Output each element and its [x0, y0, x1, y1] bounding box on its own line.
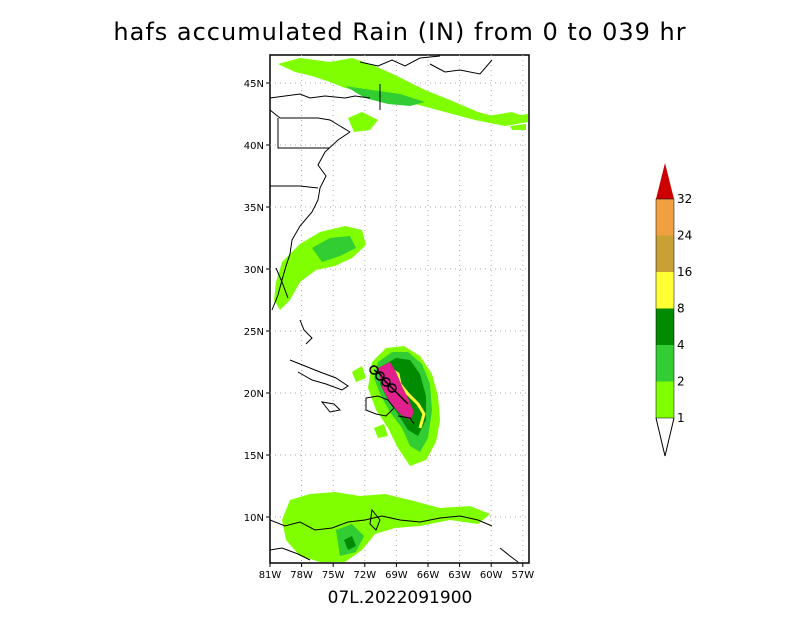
colorbar-label: 1: [677, 411, 685, 425]
rain-hurricane: [352, 346, 440, 466]
rain-caribbean-south: [282, 492, 490, 562]
colorbar-label: 8: [677, 302, 685, 316]
lat-tick-label: 40N: [244, 141, 264, 152]
colorbar-outline: [655, 198, 675, 419]
run-id: 07L.2022091900: [327, 588, 473, 608]
colorbar-segment: [656, 272, 674, 309]
colorbar-segment: [656, 308, 674, 345]
lon-tick-label: 57W: [511, 570, 534, 581]
lat-tick-label: 15N: [244, 451, 264, 462]
longitude-axis: 81W 78W 75W 72W 69W 66W 63W 60W 57W: [259, 563, 534, 581]
lat-tick-label: 25N: [244, 327, 264, 338]
lat-tick-label: 30N: [244, 265, 264, 276]
rain-northeast: [278, 58, 528, 132]
lon-tick-label: 81W: [259, 570, 282, 581]
lon-tick-label: 72W: [353, 570, 376, 581]
map-frame: [269, 54, 530, 564]
storm-track: [369, 365, 409, 405]
coastlines: [270, 55, 519, 563]
colorbar-segment: [656, 381, 674, 418]
lon-tick-label: 60W: [480, 570, 503, 581]
colorbar-max-triangle: [656, 163, 674, 199]
lon-tick-label: 66W: [417, 570, 440, 581]
colorbar-segment: [656, 345, 674, 382]
state-borders: [270, 84, 381, 189]
lat-tick-label: 10N: [244, 513, 264, 524]
latitude-axis: 45N 40N 35N 30N 25N 20N 15N 10N: [244, 79, 270, 524]
colorbar-label: 16: [677, 265, 692, 279]
colorbar-label: 24: [677, 229, 692, 243]
rain-southeast-band: [274, 226, 366, 310]
colorbar-label: 4: [677, 338, 685, 352]
chart-title: hafs accumulated Rain (IN) from 0 to 039…: [113, 18, 687, 46]
lat-tick-label: 20N: [244, 389, 264, 400]
colorbar-label: 32: [677, 192, 692, 206]
lon-tick-label: 63W: [448, 570, 471, 581]
lon-tick-label: 75W: [322, 570, 345, 581]
lon-tick-label: 78W: [290, 570, 313, 581]
colorbar-label: 2: [677, 375, 685, 389]
lon-tick-label: 69W: [385, 570, 408, 581]
lat-tick-label: 45N: [244, 79, 264, 90]
colorbar-segment: [656, 235, 674, 272]
lat-tick-label: 35N: [244, 203, 264, 214]
colorbar-min-triangle: [655, 417, 675, 457]
colorbar-segment: [656, 199, 674, 236]
